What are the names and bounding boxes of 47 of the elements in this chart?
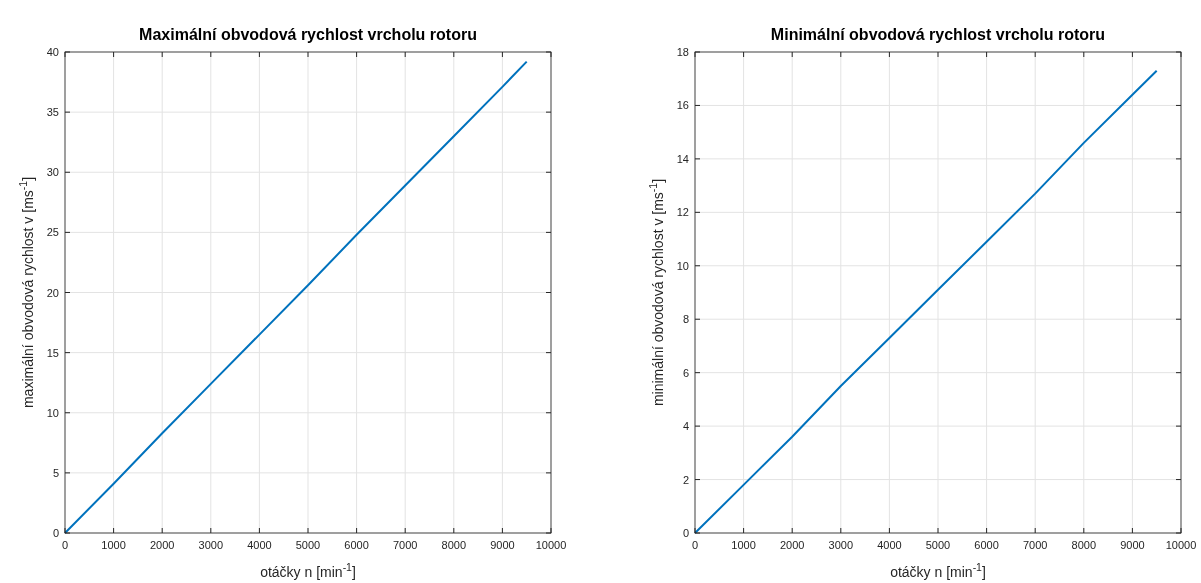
y-tick-label: 16	[676, 99, 689, 112]
x-tick-label: 5000	[295, 539, 321, 551]
x-tick-label: 8000	[1071, 539, 1097, 551]
y-tick-label: 14	[676, 152, 689, 165]
y-tick-label: 40	[46, 46, 59, 58]
x-tick-label: 4000	[247, 539, 272, 551]
y-tick-label: 0	[52, 527, 59, 539]
x-tick-label: 7000	[392, 539, 418, 551]
x-tick-label: 2000	[779, 539, 805, 551]
y-tick-label: 5	[52, 466, 59, 479]
line-series	[694, 69, 1158, 534]
x-tick-label: 0	[691, 539, 699, 551]
x-tick-label: 3000	[828, 539, 854, 551]
y-tick-label: 30	[46, 166, 59, 179]
y-tick-label: 10	[676, 259, 689, 272]
y-tick-label: 18	[676, 46, 689, 58]
y-tick-label: 8	[682, 313, 689, 326]
y-tick-label: 2	[682, 473, 689, 486]
x-tick-label: 2000	[149, 539, 175, 551]
x-tick-label: 6000	[344, 539, 369, 551]
x-tick-label: 3000	[198, 539, 224, 551]
x-tick-label: 8000	[441, 539, 467, 551]
y-tick-label: 6	[682, 366, 689, 379]
line-series	[64, 60, 528, 534]
x-tick-label: 9000	[1120, 539, 1145, 551]
x-axis-title: otáčky n [min$^{-1}$]	[890, 561, 986, 580]
x-axis-title: otáčky n [min$^{-1}$]	[260, 561, 356, 580]
x-tick-label: 5000	[925, 539, 951, 551]
x-tick-label: 4000	[877, 539, 902, 551]
x-tick-label: 7000	[1022, 539, 1048, 551]
x-tick-label: 9000	[490, 539, 515, 551]
x-tick-label: 0	[61, 539, 69, 551]
x-tick-label: 10000	[535, 539, 567, 551]
y-tick-label: 25	[46, 226, 59, 239]
y-tick-label: 35	[46, 106, 59, 119]
chart-title: Maximální obvodová rychlost vrcholu rotoru	[139, 26, 477, 43]
y-tick-label: 4	[682, 420, 689, 433]
y-tick-label: 20	[46, 286, 59, 299]
x-tick-label: 1000	[101, 539, 126, 551]
x-tick-label: 10000	[1165, 539, 1197, 551]
x-tick-label: 1000	[731, 539, 756, 551]
y-tick-label: 10	[46, 406, 59, 419]
y-tick-label: 0	[682, 527, 689, 539]
x-tick-label: 6000	[974, 539, 999, 551]
y-tick-label: 12	[676, 206, 689, 219]
chart-title: Minimální obvodová rychlost vrcholu rotoru	[770, 26, 1106, 43]
y-tick-label: 15	[46, 346, 59, 359]
